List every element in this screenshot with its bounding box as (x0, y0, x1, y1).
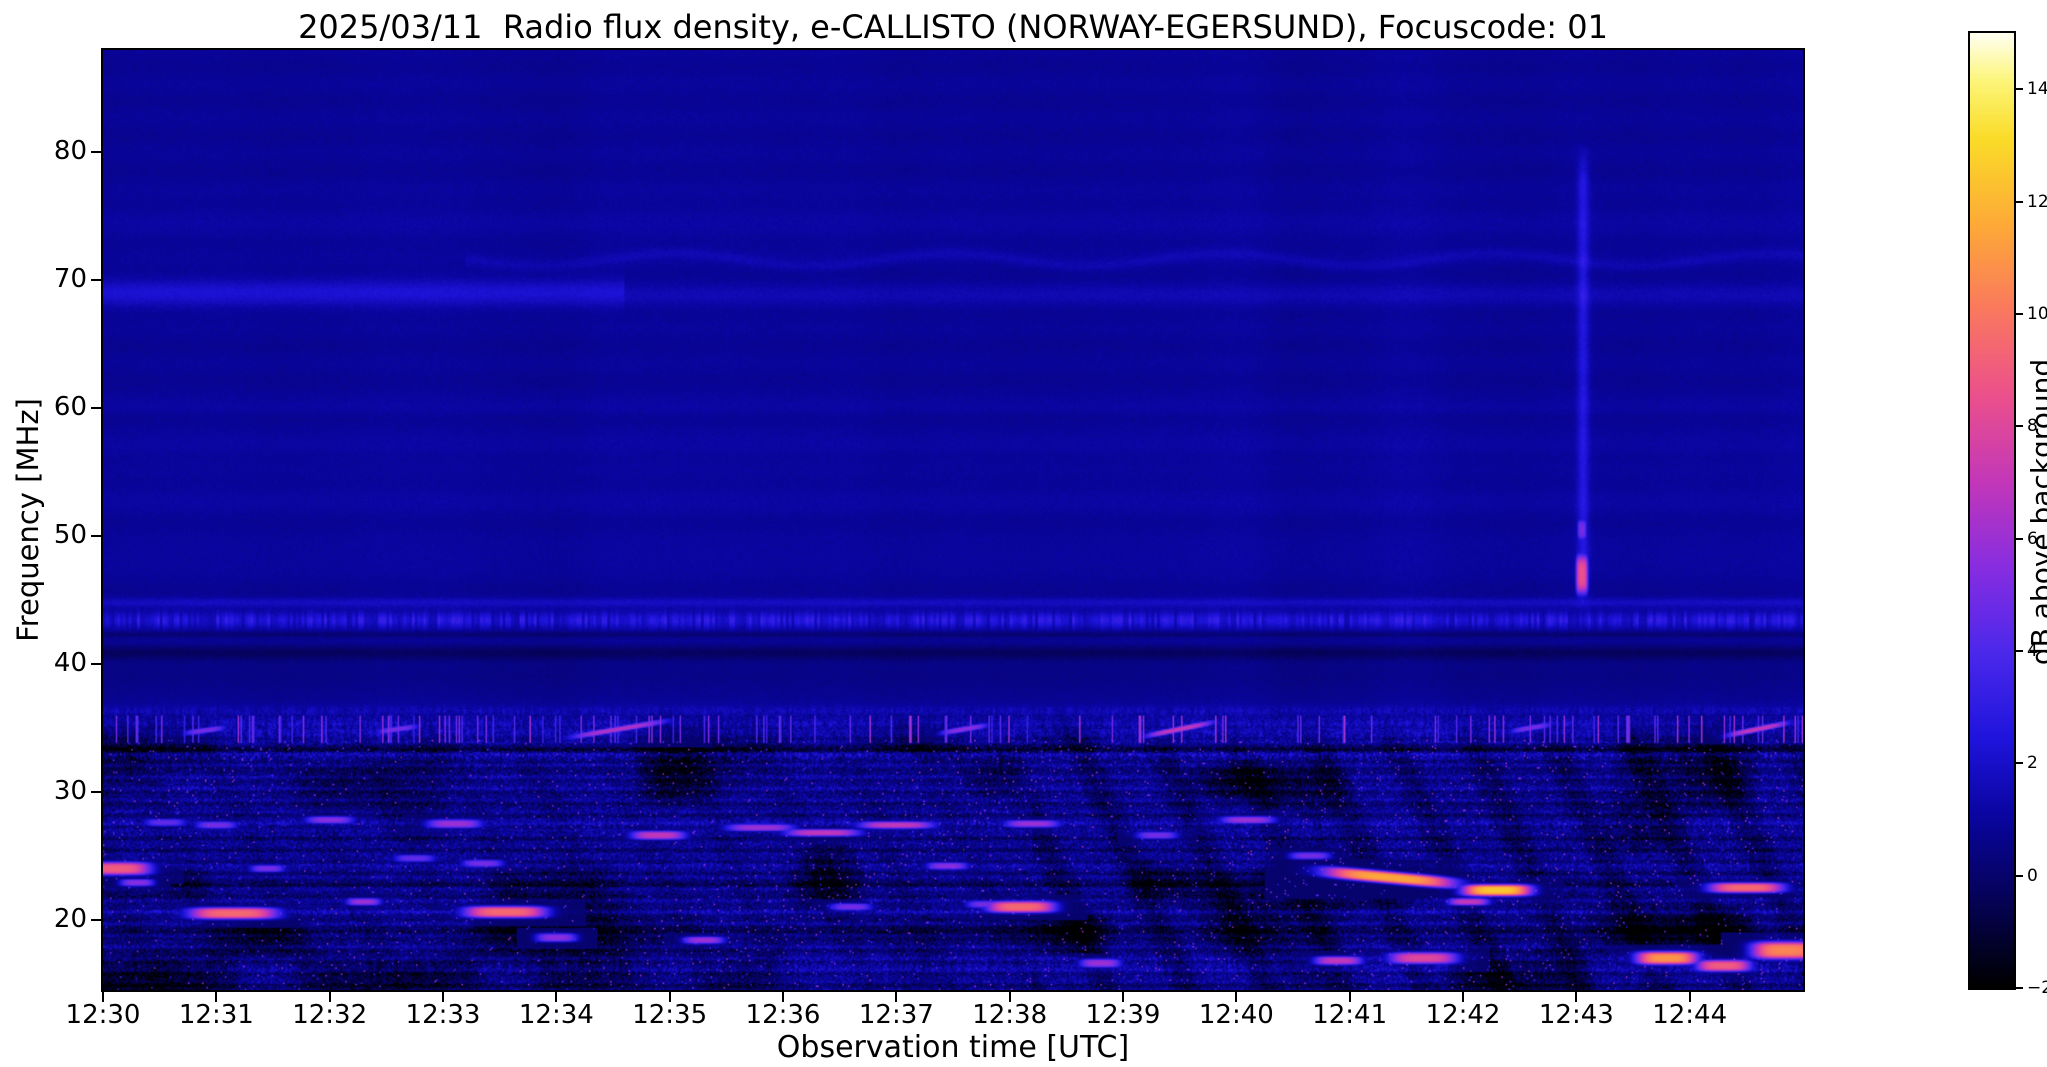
colorbar-tick-mark (2016, 88, 2023, 91)
x-tick-mark (1575, 992, 1578, 1002)
spectrogram-canvas (103, 50, 1803, 990)
x-tick-mark (102, 992, 104, 1002)
colorbar-tick-mark (2016, 987, 2023, 989)
x-tick-label: 12:32 (292, 1000, 368, 1030)
spectrogram-plot-area (101, 48, 1805, 992)
x-tick-mark (782, 992, 784, 1002)
colorbar-tick-label: 14 (2027, 79, 2047, 100)
y-tick-mark (91, 662, 101, 665)
x-tick-label: 12:43 (1538, 1000, 1614, 1030)
y-tick-mark (91, 790, 101, 793)
x-tick-label: 12:40 (1198, 1000, 1274, 1030)
x-tick-label: 12:35 (632, 1000, 708, 1030)
colorbar-tick-label: 4 (2027, 640, 2038, 661)
colorbar-tick-label: 6 (2027, 528, 2038, 549)
chart-title: 2025/03/11 Radio flux density, e-CALLIST… (298, 8, 1608, 46)
x-tick-mark (442, 992, 444, 1002)
colorbar-tick-mark (2016, 537, 2023, 540)
x-tick-label: 12:42 (1425, 1000, 1501, 1030)
y-tick-label: 70 (53, 264, 87, 295)
colorbar-tick-label: 0 (2027, 865, 2038, 886)
x-tick-mark (1688, 992, 1691, 1002)
colorbar-tick-mark (2016, 425, 2023, 428)
x-tick-label: 12:38 (972, 1000, 1048, 1030)
x-tick-label: 12:37 (858, 1000, 934, 1030)
y-tick-mark (91, 407, 101, 410)
colorbar-tick-label: 12 (2027, 191, 2047, 212)
x-tick-label: 12:39 (1085, 1000, 1161, 1030)
colorbar-tick-label: 8 (2027, 416, 2038, 437)
x-tick-label: 12:33 (405, 1000, 481, 1030)
colorbar-tick-label: −2 (2027, 978, 2047, 998)
y-tick-label: 20 (53, 903, 87, 934)
y-tick-label: 30 (53, 775, 87, 806)
colorbar-tick-mark (2016, 649, 2023, 652)
x-tick-label: 12:44 (1652, 1000, 1728, 1030)
colorbar-tick-label: 2 (2027, 753, 2038, 774)
colorbar (1968, 31, 2016, 990)
x-axis-label: Observation time [UTC] (776, 1030, 1130, 1065)
y-tick-label: 60 (53, 392, 87, 423)
y-tick-mark (91, 534, 101, 537)
x-tick-mark (1235, 992, 1238, 1002)
x-tick-label: 12:36 (745, 1000, 821, 1030)
x-tick-mark (895, 992, 898, 1002)
x-tick-mark (1008, 992, 1011, 1002)
x-tick-mark (1462, 992, 1464, 1002)
y-tick-label: 50 (53, 519, 87, 550)
x-tick-mark (1122, 992, 1124, 1002)
x-tick-mark (555, 992, 558, 1002)
x-tick-label: 12:34 (518, 1000, 594, 1030)
colorbar-tick-mark (2016, 200, 2023, 203)
y-tick-label: 80 (53, 136, 87, 167)
y-tick-mark (91, 918, 101, 921)
y-tick-mark (91, 279, 101, 282)
x-tick-label: 12:41 (1312, 1000, 1388, 1030)
x-tick-mark (1348, 992, 1351, 1002)
colorbar-tick-mark (2016, 312, 2023, 315)
colorbar-tick-mark (2016, 874, 2023, 877)
colorbar-tick-mark (2016, 762, 2023, 765)
colorbar-tick-label: 10 (2027, 303, 2047, 324)
x-tick-label: 12:30 (65, 1000, 141, 1030)
y-tick-label: 40 (53, 647, 87, 678)
x-tick-mark (328, 992, 331, 1002)
colorbar-gradient (1970, 33, 2014, 988)
x-tick-mark (668, 992, 671, 1002)
x-tick-label: 12:31 (178, 1000, 254, 1030)
y-tick-mark (91, 151, 101, 154)
x-tick-mark (215, 992, 218, 1002)
